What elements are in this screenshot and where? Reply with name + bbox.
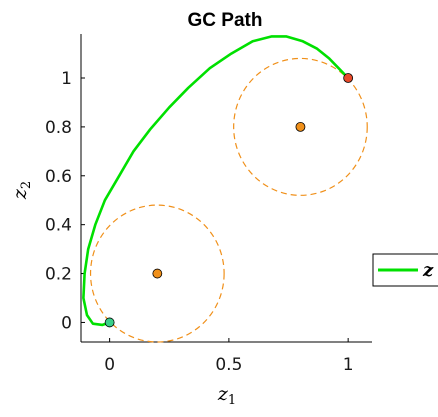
x-tick-label: 0 xyxy=(104,355,115,375)
y-tick-label: 0.8 xyxy=(45,118,72,138)
x-axis-label: z1 xyxy=(217,383,236,408)
legend: z xyxy=(372,253,438,287)
legend-label: z xyxy=(422,260,434,281)
series-lines xyxy=(82,35,350,327)
marker-point xyxy=(295,121,306,132)
x-tick-label: 0.5 xyxy=(215,355,242,375)
obstacle-circle xyxy=(233,57,368,196)
y-tick-label: 0.4 xyxy=(45,216,72,236)
chart-title: GC Path xyxy=(188,10,263,31)
y-axis-label-group: z2 xyxy=(9,181,34,200)
plot-area: 0 0.5 1 00.20.40.60.81 xyxy=(45,34,372,375)
y-tick-label: 1 xyxy=(61,69,72,89)
x-tick-label: 1 xyxy=(343,355,354,375)
marker-point xyxy=(343,73,354,83)
y-tick-label: 0 xyxy=(61,313,72,333)
x-ticks: 0 0.5 1 xyxy=(104,338,354,375)
obstacle-circles xyxy=(89,57,368,343)
marker-point xyxy=(104,317,115,328)
series-line-z xyxy=(82,35,350,327)
obstacle-circle xyxy=(89,204,225,343)
marker-point xyxy=(152,268,163,279)
y-tick-label: 0.6 xyxy=(45,167,72,187)
y-ticks: 0 0.2 0.4 0.6 0.8 1 xyxy=(45,69,85,333)
marker-points xyxy=(104,73,354,328)
y-axis-label: z2 xyxy=(9,181,34,200)
y-tick-label: 0.2 xyxy=(45,265,72,285)
